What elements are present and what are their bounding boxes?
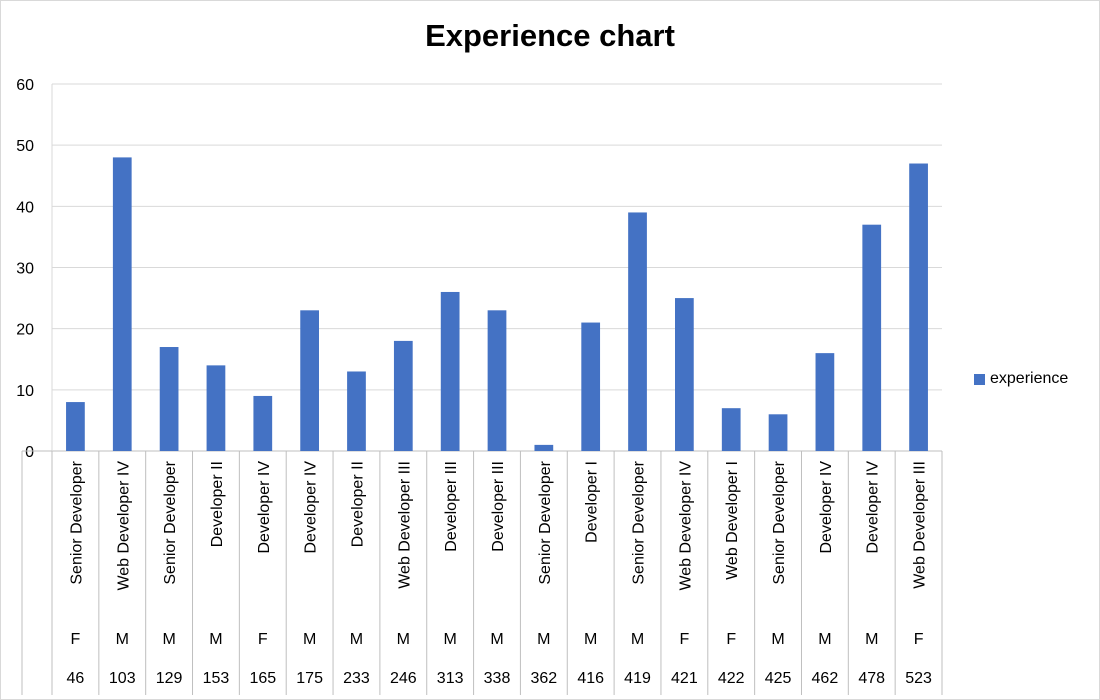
bar bbox=[862, 224, 882, 451]
x-category-id: 362 bbox=[530, 670, 557, 687]
bar bbox=[440, 291, 460, 451]
x-category-title: Developer I bbox=[584, 461, 601, 543]
bar bbox=[393, 340, 413, 451]
bar bbox=[768, 414, 788, 451]
y-tick-label: 50 bbox=[16, 138, 34, 155]
x-category-gender: M bbox=[818, 631, 831, 648]
bar bbox=[487, 310, 507, 451]
y-tick-label: 30 bbox=[16, 261, 34, 278]
y-tick-label: 10 bbox=[16, 383, 34, 400]
x-category-gender: F bbox=[71, 631, 81, 648]
x-category-id: 422 bbox=[718, 670, 745, 687]
x-category-title: Web Developer IV bbox=[115, 461, 132, 591]
bar bbox=[721, 408, 741, 451]
x-category-id: 338 bbox=[484, 670, 511, 687]
x-category-title: Developer IV bbox=[865, 461, 882, 554]
bar bbox=[253, 395, 273, 451]
x-category-title: Developer IV bbox=[303, 461, 320, 554]
x-category-gender: M bbox=[303, 631, 316, 648]
y-tick-label: 40 bbox=[16, 199, 34, 216]
bar bbox=[66, 402, 85, 451]
chart-title: Experience chart bbox=[425, 18, 675, 53]
y-tick-label: 60 bbox=[16, 77, 34, 94]
x-category-title: Senior Developer bbox=[537, 460, 554, 584]
x-category-id: 233 bbox=[343, 670, 370, 687]
x-category-gender: M bbox=[865, 631, 878, 648]
x-category-id: 46 bbox=[67, 670, 85, 687]
x-category-title: Developer III bbox=[490, 461, 507, 552]
x-category-gender: M bbox=[490, 631, 503, 648]
x-category-gender: F bbox=[679, 631, 689, 648]
x-category-gender: M bbox=[443, 631, 456, 648]
x-category-gender: M bbox=[631, 631, 644, 648]
x-category-gender: M bbox=[209, 631, 222, 648]
legend-swatch bbox=[974, 373, 985, 385]
x-category-title: Developer II bbox=[349, 461, 366, 547]
x-category-id: 421 bbox=[671, 670, 698, 687]
x-category-id: 425 bbox=[765, 670, 792, 687]
x-category-title: Web Developer III bbox=[912, 461, 929, 589]
x-category-gender: M bbox=[116, 631, 129, 648]
bar bbox=[347, 371, 366, 451]
bar bbox=[300, 310, 319, 451]
x-category-gender: M bbox=[771, 631, 784, 648]
bar bbox=[675, 298, 694, 451]
x-category-id: 313 bbox=[437, 670, 464, 687]
x-category-gender: F bbox=[258, 631, 268, 648]
x-category-id: 478 bbox=[858, 670, 885, 687]
x-category-gender: F bbox=[914, 631, 924, 648]
x-category-title: Senior Developer bbox=[631, 460, 648, 584]
legend: experience bbox=[974, 370, 1068, 388]
bar bbox=[534, 444, 554, 451]
x-category-gender: M bbox=[162, 631, 175, 648]
x-category-title: Senior Developer bbox=[771, 460, 788, 584]
x-category-title: Developer III bbox=[443, 461, 460, 552]
x-category-gender: M bbox=[584, 631, 597, 648]
x-category-title: Senior Developer bbox=[68, 460, 85, 584]
bar bbox=[206, 365, 226, 451]
y-tick-label: 0 bbox=[25, 444, 34, 461]
x-category-id: 416 bbox=[577, 670, 604, 687]
bar bbox=[815, 353, 835, 451]
x-category-title: Developer IV bbox=[256, 461, 273, 554]
x-category-title: Web Developer I bbox=[724, 461, 741, 580]
x-category-id: 103 bbox=[109, 670, 136, 687]
bar bbox=[581, 322, 601, 451]
bar bbox=[112, 157, 132, 451]
x-category-title: Senior Developer bbox=[162, 460, 179, 584]
x-category-id: 419 bbox=[624, 670, 651, 687]
y-tick-label: 20 bbox=[16, 322, 34, 339]
x-category-id: 165 bbox=[249, 670, 276, 687]
x-category-id: 175 bbox=[296, 670, 323, 687]
x-category-id: 246 bbox=[390, 670, 417, 687]
x-category-title: Web Developer III bbox=[396, 461, 413, 589]
bar bbox=[159, 347, 179, 451]
x-category-id: 153 bbox=[203, 670, 230, 687]
x-category-title: Developer II bbox=[209, 461, 226, 547]
bar bbox=[628, 212, 647, 451]
x-category-id: 523 bbox=[905, 670, 932, 687]
x-category-title: Web Developer IV bbox=[677, 461, 694, 591]
bar bbox=[909, 163, 928, 451]
x-category-id: 129 bbox=[156, 670, 183, 687]
x-category-gender: M bbox=[350, 631, 363, 648]
legend-label: experience bbox=[990, 370, 1069, 387]
x-category-gender: M bbox=[397, 631, 410, 648]
x-category-id: 462 bbox=[812, 670, 839, 687]
x-category-title: Developer IV bbox=[818, 461, 835, 554]
x-category-gender: F bbox=[726, 631, 736, 648]
x-category-gender: M bbox=[537, 631, 550, 648]
